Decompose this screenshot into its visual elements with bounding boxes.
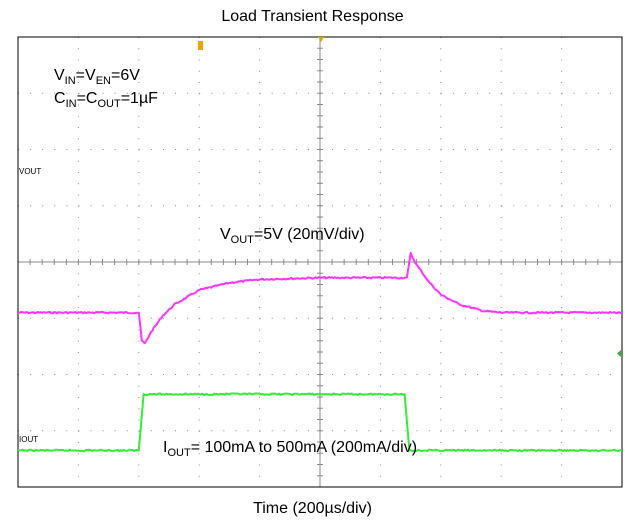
trigger-marker-icon <box>318 37 324 42</box>
trace-layer <box>17 252 623 453</box>
right-edge-marker-icon <box>617 350 621 357</box>
iout-channel-label: IOUT <box>19 435 38 444</box>
chart-title: Load Transient Response <box>221 8 404 25</box>
iout-annotation: IOUT= 100mA to 500mA (200mA/div) <box>163 439 417 459</box>
x-axis-label: Time (200µs/div) <box>253 500 372 517</box>
cin-annotation: CIN=COUT=1µF <box>54 90 158 110</box>
series-line-iout <box>17 392 623 453</box>
time-marker-icon <box>198 41 203 50</box>
vout-annotation: VOUT=5V (20mV/div) <box>220 226 365 246</box>
grid-layer <box>17 36 623 488</box>
vin-annotation: VIN=VEN=6V <box>54 67 140 87</box>
vout-channel-label: VOUT <box>19 167 41 176</box>
series-line-vout <box>17 252 623 345</box>
